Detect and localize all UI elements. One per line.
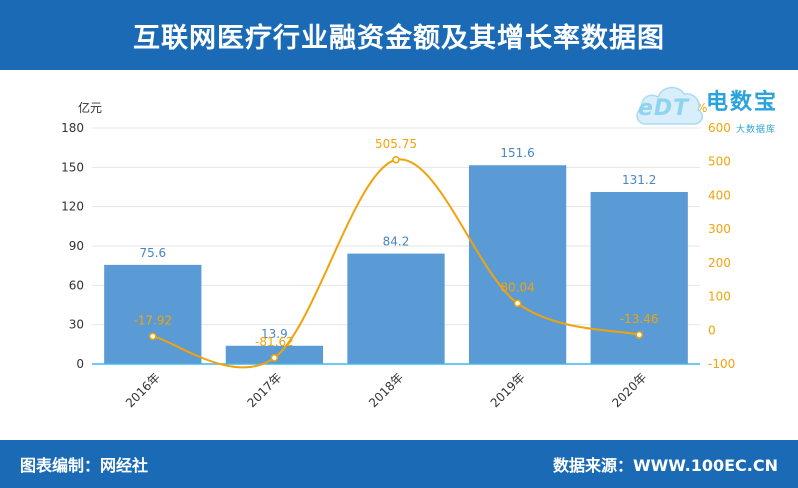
- y-left-tick-label: 60: [69, 278, 84, 292]
- y-right-tick-label: -100: [708, 357, 735, 371]
- growth-rate-point: [270, 354, 279, 362]
- x-tick-label: 2016年: [123, 370, 163, 410]
- bar: [347, 253, 445, 364]
- y-left-axis-label: 亿元: [78, 100, 102, 115]
- y-right-axis-label: %: [696, 101, 707, 115]
- bar: [104, 264, 202, 364]
- bar-value-label: 131.2: [622, 173, 656, 187]
- x-tick-label: 2020年: [609, 370, 649, 410]
- growth-rate-point: [635, 331, 643, 339]
- logo-mark: eDT: [638, 96, 690, 121]
- bar-value-label: 13.9: [261, 327, 288, 341]
- y-right-tick-label: 300: [708, 222, 731, 236]
- y-left-tick-label: 90: [69, 239, 84, 253]
- growth-rate-label: 80.04: [500, 280, 534, 294]
- y-right-tick-label: 500: [708, 155, 731, 169]
- logo: eDT 电数宝 大数据库: [632, 74, 792, 135]
- footer-bar: 图表编制：网经社 数据来源：WWW.100EC.CN: [0, 440, 798, 488]
- y-left-tick-label: 120: [61, 200, 84, 214]
- y-right-tick-label: 200: [708, 256, 731, 270]
- growth-rate-point: [392, 156, 400, 164]
- chart-title: 互联网医疗行业融资金额及其增长率数据图: [133, 22, 665, 54]
- x-tick-label: 2019年: [488, 370, 528, 410]
- y-left-tick-label: 30: [69, 318, 84, 332]
- logo-sub-text: 大数据库: [736, 125, 777, 135]
- title-bar: 互联网医疗行业融资金额及其增长率数据图: [0, 0, 798, 70]
- footer-right-text: 数据来源：WWW.100EC.CN: [552, 456, 778, 475]
- logo-main-text: 电数宝: [706, 90, 779, 115]
- y-left-tick-label: 0: [76, 357, 84, 371]
- y-right-tick-label: 600: [708, 121, 731, 135]
- growth-rate-point: [149, 332, 157, 341]
- bar-value-label: 151.6: [500, 146, 534, 160]
- y-left-tick-label: 150: [61, 160, 84, 174]
- bar-value-label: 75.6: [139, 246, 166, 260]
- growth-rate-label: -81.62: [255, 335, 294, 349]
- growth-rate-label: 505.75: [375, 137, 417, 151]
- x-tick-label: 2017年: [245, 370, 285, 410]
- growth-rate-label: -17.92: [133, 313, 172, 327]
- y-left-tick-label: 180: [61, 121, 84, 135]
- y-right-tick-label: 0: [708, 323, 716, 337]
- bar: [468, 165, 567, 364]
- growth-rate-line: [152, 158, 640, 369]
- y-right-tick-label: 100: [708, 290, 731, 304]
- chart-area: 0 30 60 90 120 150 180 -100 0 100 200 300 400 500 600 亿…: [61, 100, 735, 410]
- growth-rate-point: [513, 299, 522, 308]
- cloud-logo-icon: [636, 86, 704, 125]
- y-right-tick-label: 400: [708, 188, 731, 202]
- bar-value-label: 84.2: [383, 235, 410, 249]
- footer-left-text: 图表编制：网经社: [20, 456, 149, 475]
- growth-rate-label: -13.46: [620, 312, 659, 326]
- x-tick-label: 2018年: [366, 370, 406, 410]
